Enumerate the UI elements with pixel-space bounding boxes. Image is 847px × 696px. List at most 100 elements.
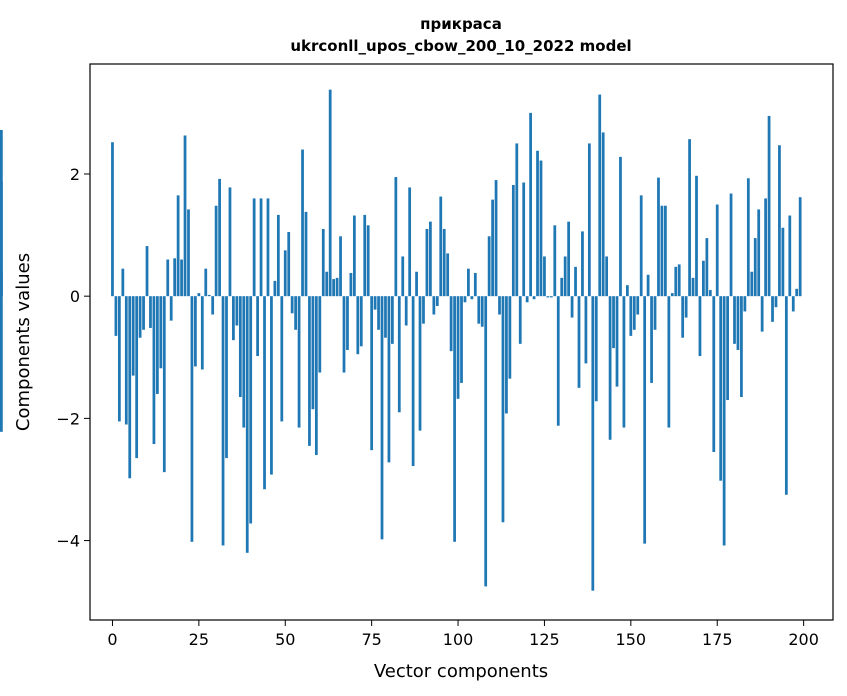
bar-120	[525, 296, 529, 303]
bar-95	[439, 196, 443, 297]
bar-167	[688, 139, 691, 297]
bar-77	[377, 296, 380, 330]
bar-104	[470, 296, 474, 300]
bar-119	[522, 182, 526, 297]
bar-75	[370, 296, 374, 451]
bar-113	[501, 296, 505, 523]
bar-185	[750, 271, 754, 297]
bar-93	[432, 296, 436, 315]
bar-41	[252, 198, 256, 297]
bar-165	[681, 296, 685, 338]
bar-192	[774, 296, 778, 308]
bar-25	[197, 293, 201, 297]
bar-31	[218, 178, 221, 297]
bar-141	[598, 94, 602, 297]
bar-136	[581, 231, 584, 297]
bar-194	[781, 227, 785, 297]
bar-186	[753, 238, 757, 297]
bar-4	[124, 296, 128, 425]
x-axis-ticks: 0 25 50 75 100 125 150 175 200	[107, 620, 819, 649]
bar-undefined	[0, 181, 3, 297]
bar-174	[712, 296, 716, 452]
bar-63	[328, 89, 332, 297]
bar-64	[332, 279, 336, 297]
bar-84	[401, 256, 405, 297]
bar-182	[740, 296, 743, 397]
bar-198	[795, 288, 799, 297]
bar-91	[425, 228, 429, 297]
bar-1	[114, 296, 118, 336]
bar-111	[494, 180, 498, 297]
bar-137	[584, 296, 588, 364]
bar-175	[715, 204, 719, 297]
bar-90	[422, 296, 425, 324]
bar-106	[477, 296, 481, 324]
bar-94	[435, 296, 439, 306]
bar-undefined	[0, 271, 3, 297]
bar-101	[460, 296, 463, 383]
bar-2	[117, 296, 121, 422]
bar-72	[359, 296, 363, 347]
plot-frame	[89, 63, 834, 621]
bar-131	[563, 256, 567, 297]
bar-13	[156, 296, 159, 394]
bar-36	[235, 296, 239, 326]
bar-23	[190, 296, 194, 542]
bar-127	[549, 296, 553, 298]
bar-143	[605, 256, 609, 297]
bar-57	[308, 296, 311, 446]
bar-45	[266, 198, 270, 297]
bar-146	[615, 296, 619, 387]
bar-10	[145, 246, 149, 297]
bar-35	[232, 296, 235, 341]
bar-8	[138, 296, 142, 338]
bar-135	[577, 296, 581, 388]
bar-9	[142, 296, 145, 330]
bar-187	[757, 209, 761, 297]
bar-86	[408, 187, 412, 297]
bars-group	[0, 89, 802, 591]
bar-27	[204, 268, 208, 297]
bar-19	[176, 195, 180, 297]
bar-6	[131, 296, 135, 376]
x-tick-label: 75	[361, 630, 381, 649]
bar-162	[670, 293, 674, 297]
bar-73	[363, 214, 367, 297]
bar-37	[238, 296, 242, 397]
bar-60	[318, 296, 322, 373]
bar-12	[152, 296, 156, 445]
bar-189	[764, 198, 767, 297]
bar-14	[159, 296, 163, 369]
bar-164	[677, 264, 681, 297]
y-tick-label: 0	[70, 287, 80, 306]
bar-44	[263, 296, 266, 490]
bar-118	[518, 296, 522, 344]
bar-99	[453, 296, 456, 542]
bar-50	[283, 250, 287, 297]
bar-139	[591, 296, 595, 591]
bar-56	[304, 211, 308, 297]
bar-87	[411, 296, 415, 467]
x-tick-label: 50	[275, 630, 295, 649]
bar-20	[180, 259, 183, 297]
bar-149	[626, 285, 629, 297]
bar-196	[788, 215, 792, 297]
x-tick-label: 175	[702, 630, 733, 649]
bar-156	[650, 296, 653, 383]
bar-26	[200, 296, 204, 370]
bar-193	[778, 145, 781, 297]
bar-16	[166, 259, 170, 297]
bar-121	[529, 112, 532, 297]
bar-102	[463, 296, 467, 303]
bar-125	[543, 256, 546, 297]
bar-59	[314, 296, 318, 456]
bar-114	[505, 296, 508, 414]
bar-78	[380, 296, 384, 540]
bar-30	[214, 205, 218, 297]
bar-188	[760, 296, 764, 332]
bar-67	[342, 296, 346, 373]
bar-155	[646, 274, 650, 297]
bar-88	[415, 271, 418, 297]
bar-195	[784, 296, 788, 495]
